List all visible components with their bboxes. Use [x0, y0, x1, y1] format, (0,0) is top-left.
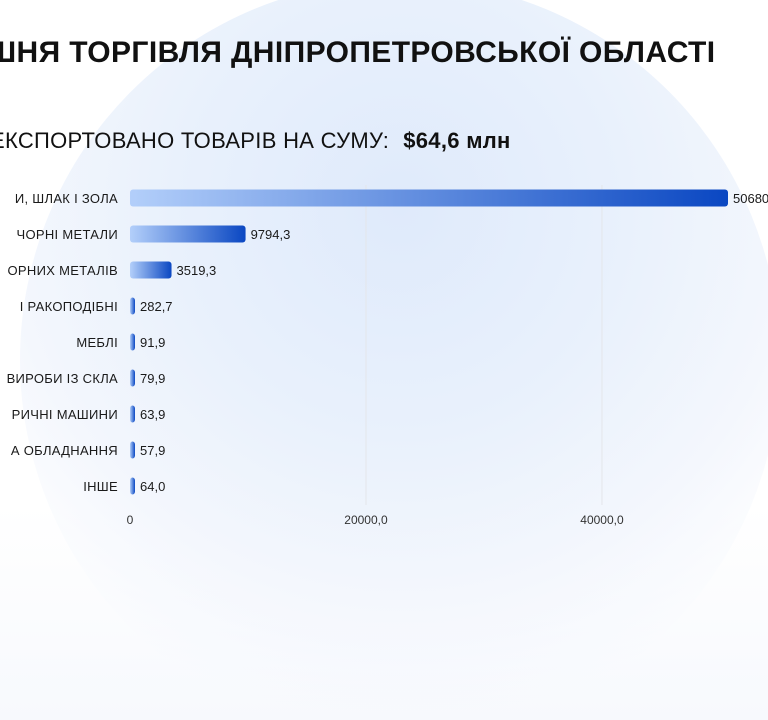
labels-layer: И, ШЛАК І ЗОЛА 50680 ЧОРНІ МЕТАЛИ 9794,3 ОРН…	[7, 191, 768, 494]
bar	[130, 405, 135, 423]
x-tick-label: 0	[127, 513, 134, 527]
bar	[130, 225, 246, 243]
category-label: А ОБЛАДНАННЯ	[11, 443, 118, 458]
grid-layer	[365, 185, 603, 505]
export-summary-label: ЕКСПОРТОВАНО ТОВАРІВ НА СУМУ:	[0, 128, 390, 153]
bar	[130, 441, 135, 459]
bar	[130, 189, 728, 207]
category-label: І РАКОПОДІБНІ	[20, 299, 118, 314]
x-axis: 0 20000,0 40000,0	[127, 513, 624, 527]
x-tick-label: 20000,0	[344, 513, 388, 527]
page-title: ШНЯ ТОРГІВЛЯ ДНІПРОПЕТРОВСЬКОЇ ОБЛАСТІ	[0, 36, 716, 69]
background-circle	[20, 0, 768, 720]
category-label: И, ШЛАК І ЗОЛА	[15, 191, 118, 206]
category-label: ВИРОБИ ІЗ СКЛА	[7, 371, 118, 386]
category-label: ЧОРНІ МЕТАЛИ	[17, 227, 119, 242]
value-label: 64,0	[140, 479, 165, 494]
bars-layer	[130, 189, 728, 495]
bar	[130, 477, 135, 495]
bar	[130, 333, 135, 351]
x-tick-label: 40000,0	[580, 513, 624, 527]
export-summary: ЕКСПОРТОВАНО ТОВАРІВ НА СУМУ: $64,6 млн	[0, 128, 511, 154]
category-label: РИЧНІ МАШИНИ	[12, 407, 118, 422]
bar	[130, 297, 135, 315]
value-label: 282,7	[140, 299, 173, 314]
category-label: ОРНИХ МЕТАЛІВ	[8, 263, 118, 278]
value-label: 63,9	[140, 407, 165, 422]
value-label: 3519,3	[177, 263, 217, 278]
value-label: 91,9	[140, 335, 165, 350]
value-label: 57,9	[140, 443, 165, 458]
bar	[130, 369, 135, 387]
category-label: МЕБЛІ	[76, 335, 118, 350]
category-label: ІНШЕ	[83, 479, 118, 494]
export-summary-amount: $64,6 млн	[403, 128, 511, 153]
value-label: 50680	[733, 191, 768, 206]
bar	[130, 261, 172, 279]
value-label: 9794,3	[251, 227, 291, 242]
value-label: 79,9	[140, 371, 165, 386]
